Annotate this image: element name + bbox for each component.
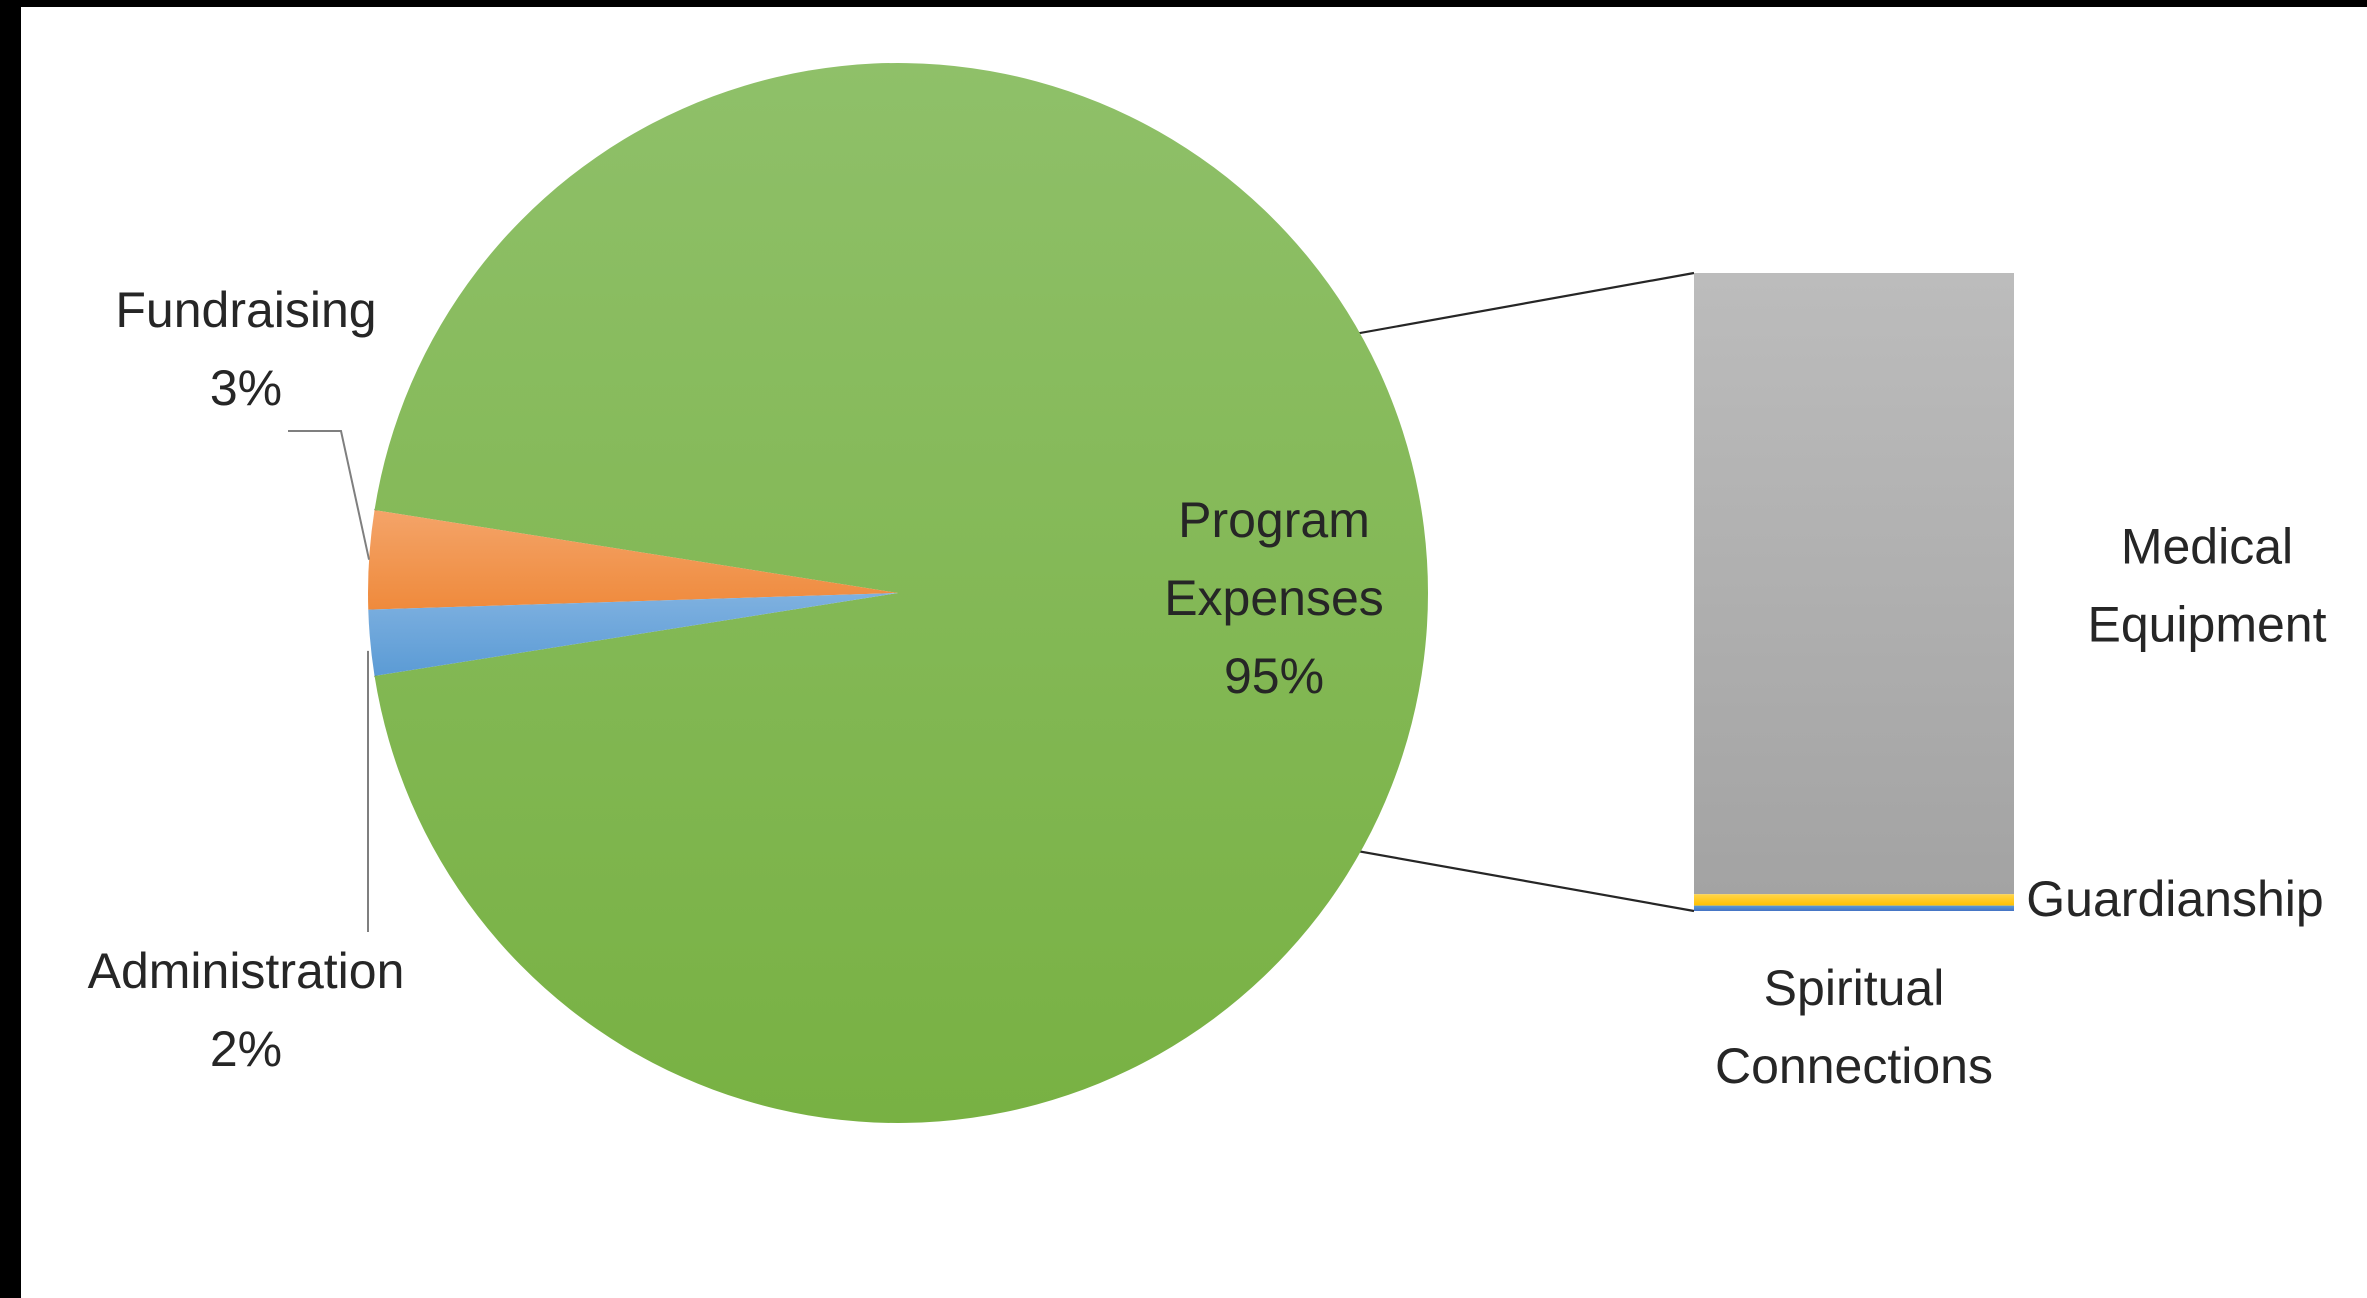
bar-segment-spiritual-connections [1694,905,2014,911]
bar-segment-guardianship [1694,894,2014,906]
data-label-administration: Administration 2% [88,943,405,1077]
chart-area: Program Expenses 95% Fundraising 3% Administr… [21,7,2367,1298]
breakdown-bar [1694,273,2014,911]
bar-of-pie-chart: Program Expenses 95% Fundraising 3% Administr… [88,62,2327,1123]
bar-segment-medical-equipment [1694,273,2014,895]
pie-slice-administration [368,593,898,676]
data-label-spiritual-connections: Spiritual Connections [1715,960,1993,1094]
data-label-medical-equipment: Medical Equipment [2087,519,2326,653]
leader-lines [288,430,371,932]
data-label-guardianship: Guardianship [2026,871,2323,927]
leader-line-fundraising [288,430,371,560]
pie-slice-fundraising [367,510,898,610]
data-label-fundraising: Fundraising 3% [115,282,376,416]
pie [367,62,1429,1123]
data-labels: Program Expenses 95% Fundraising 3% Administr… [88,282,2327,1094]
data-label-program-expenses: Program Expenses 95% [1164,492,1384,704]
pie-slice-program-expenses [374,62,1429,1123]
